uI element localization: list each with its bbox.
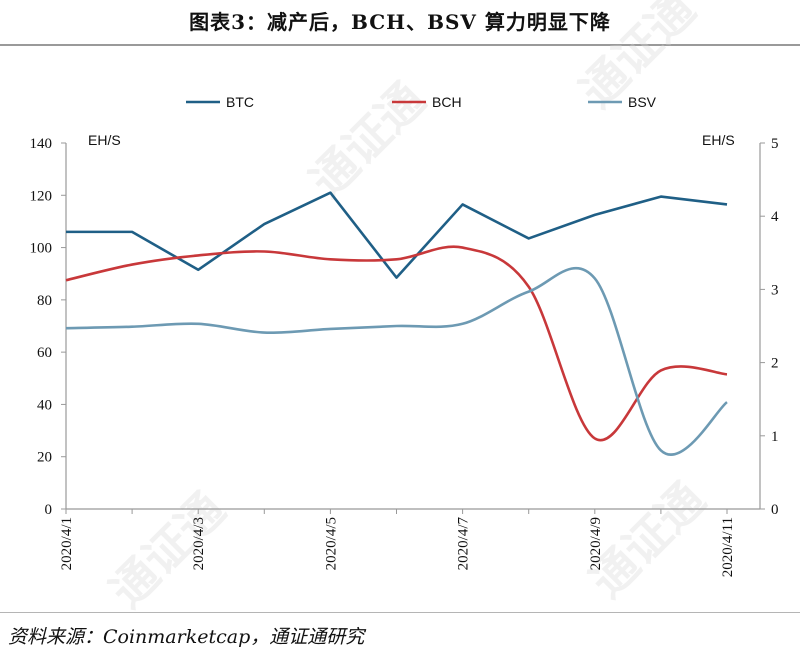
axes-group: 0 20 40 60 80 100 120 140 0 1 2 3 4 5 EH/S EH/S 2020/4/1… [30, 132, 780, 577]
y-tick-label-left: 60 [37, 345, 52, 361]
series-line-bch [65, 245, 728, 442]
y-tick-label-right: 3 [771, 282, 779, 298]
x-tick-label: 2020/4/9 [588, 517, 604, 570]
watermark-text: 通证通 [100, 482, 236, 618]
y-tick-label-right: 0 [771, 502, 779, 518]
y-tick-label-left: 100 [30, 241, 53, 257]
y-tick-label-left: 0 [45, 502, 53, 518]
x-tick-label: 2020/4/3 [191, 517, 207, 570]
y-tick-label-right: 5 [771, 136, 779, 152]
chart-title: 图表3：减产后，BCH、BSV 算力明显下降 [189, 10, 611, 34]
watermark-text: 通证通 [300, 72, 436, 208]
y-tick-label-right: 4 [771, 209, 779, 225]
y-axis-left-label: EH/S [88, 132, 121, 148]
series-group [65, 191, 728, 456]
y-tick-label-left: 40 [37, 397, 52, 413]
y-tick-label-left: 120 [30, 188, 53, 204]
x-tick-label: 2020/4/11 [720, 517, 736, 577]
y-tick-label-right: 2 [771, 356, 779, 372]
legend-label-bch: BCH [432, 94, 462, 110]
y-tick-label-right: 1 [771, 429, 779, 445]
x-tick-label: 2020/4/7 [456, 517, 472, 571]
series-line-btc [66, 191, 728, 279]
title-divider [0, 44, 800, 46]
source-divider [0, 612, 800, 613]
legend: BTC BCH BSV [186, 94, 657, 110]
x-tick-label: 2020/4/5 [323, 517, 339, 570]
series-line-bsv [65, 266, 728, 456]
source-note: 资料来源：Coinmarketcap，通证通研究 [8, 626, 365, 648]
y-tick-label-left: 80 [37, 293, 52, 309]
legend-label-bsv: BSV [628, 94, 657, 110]
y-tick-label-left: 20 [37, 450, 52, 466]
x-tick-label: 2020/4/1 [59, 517, 75, 570]
y-axis-right-label: EH/S [702, 132, 735, 148]
y-tick-label-left: 140 [30, 136, 53, 152]
legend-label-btc: BTC [226, 94, 254, 110]
